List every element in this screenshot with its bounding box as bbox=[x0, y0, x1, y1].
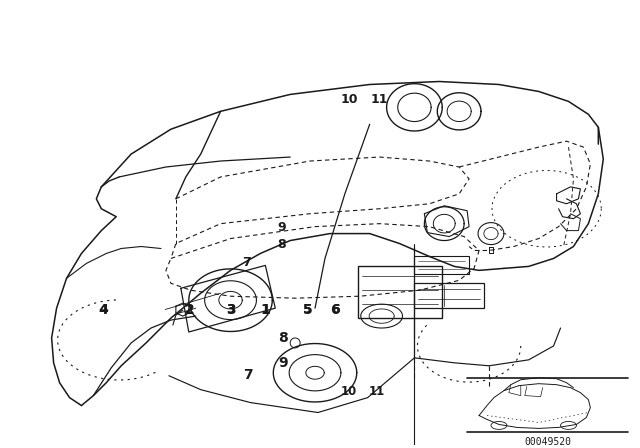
Text: 1: 1 bbox=[260, 303, 270, 317]
Text: 9: 9 bbox=[278, 220, 286, 233]
Text: 4: 4 bbox=[99, 303, 108, 316]
Text: 7: 7 bbox=[243, 368, 252, 382]
Text: 1: 1 bbox=[262, 303, 270, 316]
Text: 11: 11 bbox=[369, 385, 385, 398]
Text: 00049520: 00049520 bbox=[524, 437, 571, 448]
Text: 3: 3 bbox=[227, 303, 236, 316]
Text: 10: 10 bbox=[340, 93, 358, 106]
Text: 5: 5 bbox=[303, 303, 312, 316]
Text: 6: 6 bbox=[330, 303, 340, 317]
Text: 2: 2 bbox=[185, 303, 194, 316]
Bar bbox=[415, 283, 484, 308]
Text: 9: 9 bbox=[278, 356, 288, 370]
Bar bbox=[358, 267, 442, 318]
Text: 11: 11 bbox=[371, 93, 388, 106]
Text: 4: 4 bbox=[99, 303, 108, 317]
Text: 6: 6 bbox=[332, 303, 340, 316]
Text: 7: 7 bbox=[243, 256, 252, 269]
Text: 10: 10 bbox=[340, 385, 356, 398]
Text: 8: 8 bbox=[278, 331, 288, 345]
Text: 3: 3 bbox=[226, 303, 236, 317]
Text: 2: 2 bbox=[185, 303, 195, 317]
Text: 8: 8 bbox=[278, 237, 286, 250]
Bar bbox=[415, 256, 469, 274]
Text: 5: 5 bbox=[303, 303, 313, 317]
